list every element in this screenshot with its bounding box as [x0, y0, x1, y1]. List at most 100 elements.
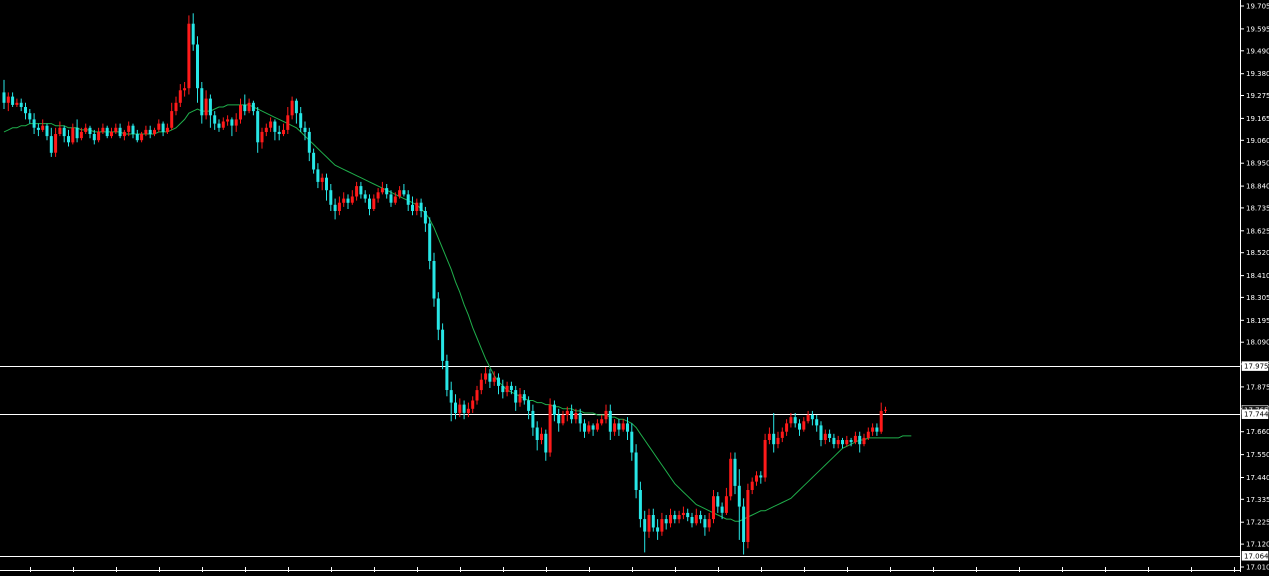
candle[interactable] — [140, 131, 144, 143]
candle[interactable] — [651, 508, 655, 532]
candle[interactable] — [561, 410, 565, 426]
candle[interactable] — [660, 512, 664, 536]
candle[interactable] — [342, 192, 346, 207]
candle[interactable] — [720, 502, 724, 520]
candle[interactable] — [630, 423, 634, 461]
candle[interactable] — [492, 371, 496, 386]
candle[interactable] — [767, 427, 771, 445]
candle[interactable] — [88, 125, 92, 139]
candle[interactable] — [712, 490, 715, 524]
candle[interactable] — [385, 184, 389, 199]
candle[interactable] — [247, 98, 251, 114]
candle[interactable] — [350, 190, 354, 205]
candle[interactable] — [402, 184, 406, 197]
candle[interactable] — [815, 415, 819, 432]
candle[interactable] — [673, 510, 677, 524]
candle[interactable] — [230, 117, 234, 137]
candle[interactable] — [871, 423, 875, 436]
candle[interactable] — [376, 188, 380, 203]
candle[interactable] — [716, 492, 720, 513]
candle[interactable] — [690, 512, 694, 528]
candle[interactable] — [591, 423, 595, 436]
candle[interactable] — [535, 421, 539, 451]
candle[interactable] — [135, 129, 139, 143]
candle[interactable] — [273, 119, 277, 141]
candle[interactable] — [320, 173, 324, 191]
candle[interactable] — [165, 123, 169, 134]
candle[interactable] — [6, 92, 10, 112]
candle[interactable] — [853, 431, 857, 445]
candle[interactable] — [875, 423, 879, 436]
candle[interactable] — [479, 373, 483, 395]
candle[interactable] — [213, 111, 217, 130]
candle[interactable] — [884, 406, 887, 413]
candle[interactable] — [204, 90, 208, 120]
candle[interactable] — [260, 127, 264, 149]
candle[interactable] — [148, 125, 152, 139]
candle[interactable] — [540, 427, 543, 445]
candle[interactable] — [703, 515, 707, 536]
candle[interactable] — [488, 369, 492, 388]
candle[interactable] — [2, 79, 6, 109]
candle[interactable] — [71, 123, 75, 145]
candle[interactable] — [733, 452, 737, 495]
candle[interactable] — [208, 94, 212, 128]
candle[interactable] — [686, 508, 690, 522]
candle[interactable] — [294, 98, 298, 124]
candle[interactable] — [372, 194, 376, 211]
candle[interactable] — [131, 123, 135, 139]
candle[interactable] — [359, 181, 363, 199]
candle[interactable] — [600, 415, 604, 426]
candle[interactable] — [58, 121, 62, 137]
candle[interactable] — [346, 194, 350, 209]
candle[interactable] — [548, 398, 552, 457]
candle[interactable] — [256, 107, 260, 153]
candle[interactable] — [363, 190, 367, 203]
candle[interactable] — [389, 190, 393, 207]
candle[interactable] — [122, 129, 126, 141]
candle[interactable] — [613, 419, 617, 436]
candle[interactable] — [557, 408, 561, 432]
candle[interactable] — [471, 396, 475, 413]
candle[interactable] — [19, 98, 23, 112]
candle[interactable] — [445, 354, 449, 397]
candle[interactable] — [544, 429, 548, 461]
candle[interactable] — [514, 385, 518, 411]
candle[interactable] — [54, 127, 58, 157]
candle[interactable] — [647, 508, 651, 538]
candle[interactable] — [393, 192, 397, 205]
candle[interactable] — [92, 129, 96, 145]
candle[interactable] — [823, 429, 827, 445]
candle[interactable] — [763, 433, 767, 482]
candle[interactable] — [200, 82, 204, 124]
candle[interactable] — [337, 196, 341, 216]
candle[interactable] — [836, 435, 840, 449]
candle[interactable] — [15, 98, 19, 107]
candle[interactable] — [144, 125, 148, 137]
candle[interactable] — [303, 121, 307, 141]
candle[interactable] — [170, 102, 174, 130]
candle[interactable] — [110, 127, 113, 139]
candle[interactable] — [785, 419, 789, 436]
candle[interactable] — [333, 198, 337, 220]
candle[interactable] — [411, 196, 414, 216]
candle[interactable] — [664, 515, 668, 530]
candle[interactable] — [380, 181, 384, 195]
candle[interactable] — [677, 510, 681, 524]
candle[interactable] — [36, 123, 40, 137]
candle[interactable] — [608, 404, 612, 440]
candle[interactable] — [780, 427, 784, 443]
candle[interactable] — [656, 519, 660, 540]
candle[interactable] — [441, 323, 445, 370]
candle[interactable] — [879, 402, 883, 434]
candle[interactable] — [509, 381, 513, 395]
candle[interactable] — [299, 107, 303, 132]
candle[interactable] — [28, 109, 32, 124]
candle[interactable] — [187, 15, 191, 95]
candle[interactable] — [49, 127, 53, 157]
candle[interactable] — [617, 419, 621, 436]
candle[interactable] — [849, 437, 853, 447]
candle[interactable] — [454, 394, 457, 420]
